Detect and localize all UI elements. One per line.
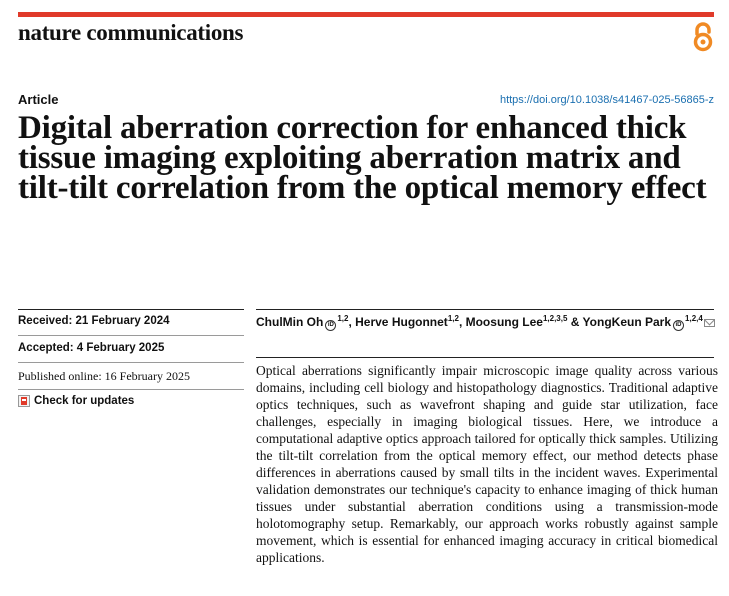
author-name[interactable]: ChulMin Oh [256,315,324,329]
journal-accent-bar [18,12,714,17]
meta-divider [18,335,244,336]
author-separator: , [458,315,466,329]
check-for-updates-button[interactable]: Check for updates [18,395,134,407]
email-icon[interactable] [703,319,715,327]
author-name[interactable]: Herve Hugonnet [355,315,448,329]
author-affiliation: 1,2 [447,314,459,323]
author-affiliation: 1,2,4 [685,314,703,323]
accepted-date: Accepted: 4 February 2025 [18,342,165,354]
author-list: ChulMin Oh iD1,2, Herve Hugonnet1,2, Moos… [256,314,715,331]
meta-divider [18,389,244,390]
published-date: Published online: 16 February 2025 [18,369,190,383]
doi-link[interactable]: https://doi.org/10.1038/s41467-025-56865… [499,94,714,106]
orcid-icon[interactable]: iD [673,320,685,331]
author-separator: , [348,315,356,329]
right-column-rule [256,309,714,310]
abstract-rule [256,357,714,358]
author-name[interactable]: YongKeun Park [582,315,672,329]
abstract-text: Optical aberrations significantly impair… [256,363,718,565]
check-for-updates-icon [18,395,30,407]
received-date: Received: 21 February 2024 [18,315,170,327]
left-column-rule [18,309,244,310]
orcid-icon[interactable]: iD [325,320,337,331]
check-for-updates-label: Check for updates [34,395,135,407]
author-name[interactable]: Moosung Lee [465,315,543,329]
article-type: Article [18,92,59,107]
author-separator: & [567,315,583,329]
article-title: Digital aberration correction for enhanc… [18,110,707,206]
meta-divider [18,362,244,363]
journal-name: nature communications [18,20,244,45]
open-access-icon[interactable] [690,22,716,52]
author-affiliation: 1,2 [337,314,349,323]
author-affiliation: 1,2,3,5 [542,314,568,323]
